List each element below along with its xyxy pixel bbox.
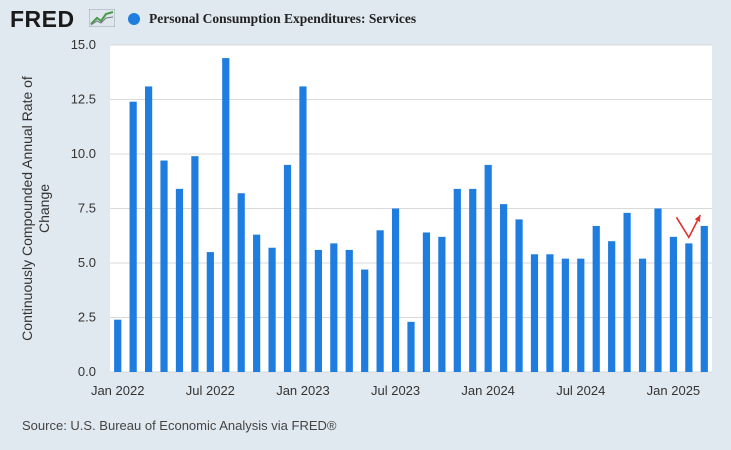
bar[interactable] (376, 230, 384, 372)
fred-logo-graph-icon (89, 9, 115, 27)
y-tick-label: 0.0 (78, 364, 96, 379)
x-tick-label: Jan 2024 (461, 383, 515, 398)
bar[interactable] (685, 243, 693, 372)
bar[interactable] (422, 232, 431, 372)
bar[interactable] (299, 86, 307, 373)
bar[interactable] (129, 101, 137, 373)
bar[interactable] (438, 236, 446, 372)
bar[interactable] (144, 86, 153, 373)
bar[interactable] (484, 164, 492, 372)
bar[interactable] (175, 188, 184, 372)
bar[interactable] (530, 254, 539, 372)
fred-logo[interactable]: FRED (10, 6, 75, 32)
legend-label: Personal Consumption Expenditures: Servi… (149, 11, 417, 26)
bar[interactable] (453, 188, 461, 372)
bar[interactable] (407, 321, 415, 372)
bar[interactable] (222, 58, 230, 373)
bar[interactable] (206, 252, 214, 372)
x-tick-label: Jan 2023 (276, 383, 330, 398)
y-tick-label: 2.5 (78, 310, 96, 325)
bar[interactable] (608, 241, 616, 372)
bar[interactable] (345, 249, 353, 372)
bar[interactable] (191, 156, 199, 372)
bar[interactable] (623, 212, 631, 372)
x-tick-label: Jul 2022 (186, 383, 235, 398)
bar[interactable] (391, 208, 400, 373)
bar-chart[interactable]: 0.0 2.5 5.0 7.5 10.0 12.5 15.0 Jan 2022 Jul 2022… (0, 0, 731, 410)
y-tick-label: 5.0 (78, 255, 96, 270)
bar[interactable] (638, 258, 647, 372)
bar[interactable] (283, 164, 292, 372)
y-tick-label: 15.0 (71, 37, 96, 52)
bar[interactable] (700, 225, 708, 372)
bar[interactable] (546, 254, 554, 372)
legend-swatch (128, 13, 140, 25)
bar[interactable] (654, 208, 662, 373)
bar[interactable] (160, 160, 168, 372)
chart-legend[interactable]: Personal Consumption Expenditures: Servi… (128, 11, 416, 27)
y-tick-label: 10.0 (71, 146, 96, 161)
y-tick-label: 12.5 (71, 92, 96, 107)
chart-header: FRED Personal Consumption Expenditures: … (0, 0, 731, 40)
bar[interactable] (669, 236, 678, 372)
bar[interactable] (314, 249, 322, 372)
bar[interactable] (592, 225, 600, 372)
bar[interactable] (330, 243, 338, 372)
bar[interactable] (361, 269, 369, 372)
annotation-arrow (675, 214, 701, 240)
bar[interactable] (469, 188, 477, 372)
bar[interactable] (561, 258, 569, 372)
y-tick-label: 7.5 (78, 201, 96, 216)
annotation-arrowhead (694, 215, 701, 223)
source-note: Source: U.S. Bureau of Economic Analysis… (22, 418, 337, 433)
bar[interactable] (237, 193, 245, 372)
bar[interactable] (577, 258, 585, 372)
y-axis-title: Continuously Compounded Annual Rate ofCh… (19, 76, 52, 341)
bar[interactable] (515, 219, 523, 372)
x-tick-label: Jul 2024 (556, 383, 605, 398)
x-tick-label: Jul 2023 (371, 383, 420, 398)
x-tick-label: Jan 2025 (647, 383, 701, 398)
bar[interactable] (114, 319, 122, 372)
bar[interactable] (268, 247, 276, 372)
x-tick-label: Jan 2022 (91, 383, 145, 398)
bar[interactable] (253, 234, 261, 372)
bar[interactable] (500, 204, 508, 372)
